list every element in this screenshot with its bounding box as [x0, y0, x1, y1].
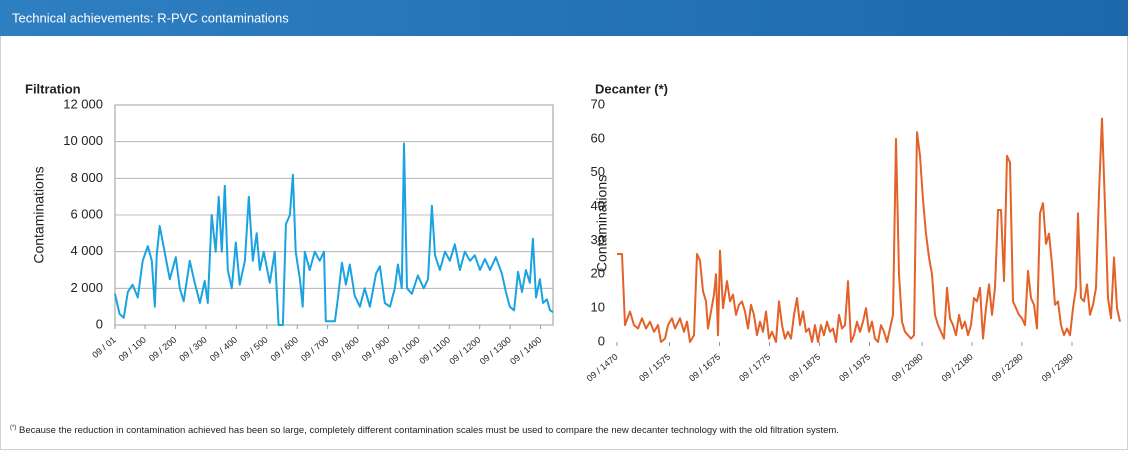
chart-title: Filtration: [25, 81, 81, 96]
y-tick-label: 10: [591, 300, 605, 315]
y-axis-label: Contaminations: [31, 166, 47, 263]
y-tick-label: 4 000: [70, 243, 103, 258]
y-tick-label: 12 000: [63, 96, 103, 111]
y-tick-label: 8 000: [70, 170, 103, 185]
line: [617, 117, 1121, 343]
y-tick-label: 70: [591, 96, 605, 111]
chart-title: Decanter (*): [595, 81, 668, 96]
y-tick-label: 0: [598, 333, 605, 348]
y-tick-label: 40: [591, 198, 605, 213]
y-tick-label: 0: [96, 316, 103, 331]
y-tick-label: 10 000: [63, 133, 103, 148]
y-tick-label: 20: [591, 266, 605, 281]
y-tick-label: 6 000: [70, 206, 103, 221]
y-axis-label: Contaminations: [594, 175, 610, 272]
header-bar: [0, 0, 1128, 36]
footnote-text: Because the reduction in contamination a…: [16, 425, 839, 436]
y-tick-label: 30: [591, 232, 605, 247]
footnote: (*) Because the reduction in contaminati…: [10, 425, 839, 436]
y-tick-label: 60: [591, 130, 605, 145]
footnote-marker: (*): [10, 425, 16, 431]
y-tick-label: 2 000: [70, 280, 103, 295]
y-tick-label: 50: [591, 164, 605, 179]
line: [114, 142, 554, 326]
header-title: Technical achievements: R-PVC contaminat…: [12, 10, 289, 25]
